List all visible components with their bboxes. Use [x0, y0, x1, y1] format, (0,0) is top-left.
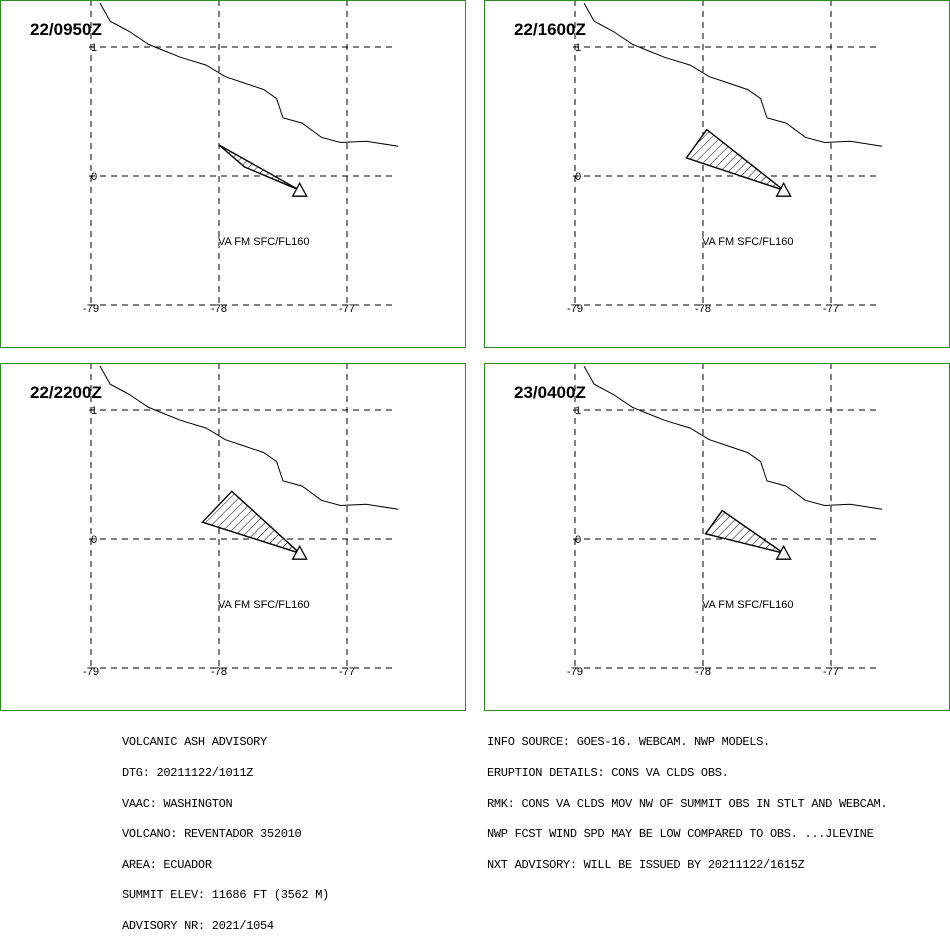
- ash-cloud-polygon: [218, 144, 300, 191]
- latitude-label: 1: [575, 42, 581, 54]
- panel-frame: [0, 0, 466, 348]
- latitude-label: 1: [91, 405, 97, 417]
- panel-frame: [484, 0, 950, 348]
- longitude-label: -77: [823, 303, 839, 315]
- longitude-label: -79: [567, 303, 583, 315]
- forecast-time-label: 23/0400Z: [514, 383, 586, 402]
- forecast-panel-3: -79 -78 -77 1 0 22/2200Z VA FM SFC/FL160: [0, 363, 466, 711]
- forecast-panel-1: -79 -78 -77 1 0 22/0950Z VA FM SFC/FL160: [0, 0, 466, 348]
- advisory-area: AREA: ECUADOR: [122, 857, 212, 872]
- longitude-label: -78: [695, 666, 711, 678]
- forecast-time-label: 22/1600Z: [514, 20, 586, 39]
- coastline: [583, 365, 883, 510]
- forecast-panel-2: -79 -78 -77 1 0 22/1600Z VA FM SFC/FL160: [484, 0, 950, 348]
- coastline: [99, 365, 399, 510]
- forecast-panel-4: -79 -78 -77 1 0 23/0400Z VA FM SFC/FL160: [484, 363, 950, 711]
- map-svg: -79 -78 -77 1 0 23/0400Z VA FM SFC/FL160: [484, 363, 950, 711]
- coastline: [99, 2, 399, 147]
- advisory-remarks-cont: NWP FCST WIND SPD MAY BE LOW COMPARED TO…: [487, 827, 874, 842]
- forecast-time-label: 22/2200Z: [30, 383, 102, 402]
- ash-cloud-polygon: [685, 128, 785, 191]
- longitude-label: -77: [823, 666, 839, 678]
- advisory-header-block: VOLCANIC ASH ADVISORY DTG: 20211122/1011…: [122, 717, 329, 941]
- longitude-label: -78: [211, 666, 227, 678]
- map-svg: -79 -78 -77 1 0 22/0950Z VA FM SFC/FL160: [0, 0, 466, 348]
- advisory-vaac: VAAC: WASHINGTON: [122, 796, 233, 811]
- advisory-info-source: INFO SOURCE: GOES-16. WEBCAM. NWP MODELS…: [487, 735, 770, 750]
- map-svg: -79 -78 -77 1 0 22/2200Z VA FM SFC/FL160: [0, 363, 466, 711]
- longitude-label: -77: [339, 303, 355, 315]
- latitude-label: 0: [575, 171, 581, 183]
- longitude-label: -79: [83, 303, 99, 315]
- latitude-label: 0: [575, 534, 581, 546]
- advisory-next-advisory: NXT ADVISORY: WILL BE ISSUED BY 20211122…: [487, 857, 805, 872]
- longitude-label: -79: [567, 666, 583, 678]
- advisory-eruption-details: ERUPTION DETAILS: CONS VA CLDS OBS.: [487, 766, 729, 780]
- advisory-volcano: VOLCANO: REVENTADOR 352010: [122, 827, 302, 842]
- longitude-label: -78: [695, 303, 711, 315]
- longitude-label: -78: [211, 303, 227, 315]
- volcano-icon: [775, 544, 792, 560]
- advisory-remarks: RMK: CONS VA CLDS MOV NW OF SUMMIT OBS I…: [487, 796, 888, 811]
- longitude-label: -77: [339, 666, 355, 678]
- latitude-label: 1: [91, 42, 97, 54]
- advisory-details-block: INFO SOURCE: GOES-16. WEBCAM. NWP MODELS…: [487, 717, 888, 880]
- map-svg: -79 -78 -77 1 0 22/1600Z VA FM SFC/FL160: [484, 0, 950, 348]
- volcano-icon: [775, 181, 792, 197]
- longitude-label: -79: [83, 666, 99, 678]
- ash-cloud-polygon: [704, 509, 784, 554]
- latitude-label: 1: [575, 405, 581, 417]
- advisory-number: ADVISORY NR: 2021/1054: [122, 918, 274, 933]
- latitude-label: 0: [91, 171, 97, 183]
- ash-cloud-polygon: [201, 490, 301, 554]
- ash-layer-label: VA FM SFC/FL160: [218, 236, 310, 248]
- volcano-icon: [291, 544, 308, 560]
- latitude-label: 0: [91, 534, 97, 546]
- coastline: [583, 2, 883, 147]
- forecast-time-label: 22/0950Z: [30, 20, 102, 39]
- volcano-icon: [291, 181, 308, 197]
- advisory-summit-elev: SUMMIT ELEV: 11686 FT (3562 M): [122, 888, 330, 903]
- ash-layer-label: VA FM SFC/FL160: [218, 599, 310, 611]
- panel-frame: [0, 363, 466, 711]
- advisory-dtg: DTG: 20211122/1011Z: [122, 766, 254, 780]
- ash-layer-label: VA FM SFC/FL160: [702, 599, 794, 611]
- advisory-title: VOLCANIC ASH ADVISORY: [122, 735, 267, 750]
- ash-layer-label: VA FM SFC/FL160: [702, 236, 794, 248]
